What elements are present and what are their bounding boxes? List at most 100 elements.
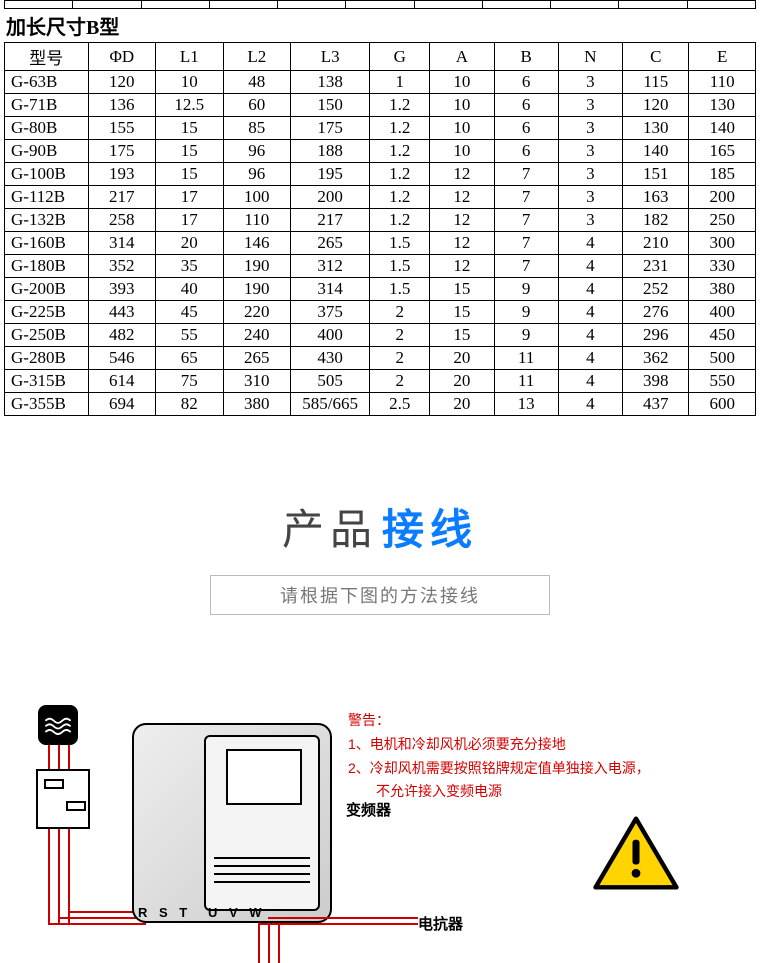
table-cell: G-90B	[5, 140, 89, 163]
table-cell: 190	[223, 278, 290, 301]
table-cell: 550	[689, 370, 756, 393]
table-cell: 1.2	[370, 117, 430, 140]
table-cell: 195	[291, 163, 370, 186]
table-cell: 585/665	[291, 393, 370, 416]
table-cell: 437	[623, 393, 689, 416]
table-row: G-160B314201462651.51274210300	[5, 232, 756, 255]
table-cell: 20	[156, 232, 223, 255]
warning-text: 警告： 1、电机和冷却风机必须要充分接地 2、冷却风机需要按照铭牌规定值单独接入…	[348, 709, 728, 804]
table-cell: 400	[689, 301, 756, 324]
table-cell: 3	[558, 163, 622, 186]
table-cell: G-200B	[5, 278, 89, 301]
warning-triangle-icon	[592, 815, 680, 891]
table-cell: 1.2	[370, 94, 430, 117]
table-cell: 4	[558, 301, 622, 324]
table-cell: 393	[88, 278, 155, 301]
col-header: L3	[291, 43, 370, 71]
wire	[68, 829, 70, 923]
table-cell: 12	[430, 186, 494, 209]
col-header: C	[623, 43, 689, 71]
table-cell: 12	[430, 255, 494, 278]
warning-line: 1、电机和冷却风机必须要充分接地	[348, 733, 728, 757]
table-cell: 138	[291, 71, 370, 94]
table-cell: 6	[494, 94, 558, 117]
warning-line: 2、冷却风机需要按照铭牌规定值单独接入电源，	[348, 757, 728, 781]
table-row: G-280B54665265430220114362500	[5, 347, 756, 370]
table-cell: 15	[430, 324, 494, 347]
col-header: B	[494, 43, 558, 71]
table-cell: 130	[623, 117, 689, 140]
wire	[48, 923, 146, 925]
table-cell: 314	[291, 278, 370, 301]
table-cell: G-100B	[5, 163, 89, 186]
warning-line: 不允许接入变频电源	[348, 780, 728, 804]
table-cell: 11	[494, 370, 558, 393]
table-cell: 140	[623, 140, 689, 163]
table-cell: 7	[494, 163, 558, 186]
table-cell: 231	[623, 255, 689, 278]
table-cell: 150	[291, 94, 370, 117]
table-cell: 48	[223, 71, 290, 94]
table-cell: 6	[494, 140, 558, 163]
table-row: G-63B120104813811063115110	[5, 71, 756, 94]
table-cell: 398	[623, 370, 689, 393]
col-header: 型号	[5, 43, 89, 71]
wire	[58, 829, 60, 923]
col-header: G	[370, 43, 430, 71]
table-cell: 2	[370, 301, 430, 324]
table-cell: 175	[291, 117, 370, 140]
table-cell: 220	[223, 301, 290, 324]
table-cell: 375	[291, 301, 370, 324]
table-cell: 115	[623, 71, 689, 94]
table-row: G-90B17515961881.21063140165	[5, 140, 756, 163]
table-cell: 9	[494, 301, 558, 324]
table-cell: 185	[689, 163, 756, 186]
table-cell: 40	[156, 278, 223, 301]
table-cell: 4	[558, 370, 622, 393]
table-cell: 182	[623, 209, 689, 232]
table-cell: 314	[88, 232, 155, 255]
table-cell: G-315B	[5, 370, 89, 393]
wire	[68, 745, 70, 769]
table-cell: 258	[88, 209, 155, 232]
table-cell: 240	[223, 324, 290, 347]
table-cell: G-80B	[5, 117, 89, 140]
table-cell: 193	[88, 163, 155, 186]
table-row: G-80B15515851751.21063130140	[5, 117, 756, 140]
table-row: G-132B258171102171.21273182250	[5, 209, 756, 232]
table-cell: 17	[156, 209, 223, 232]
table-cell: 500	[689, 347, 756, 370]
table-cell: 3	[558, 140, 622, 163]
heading-part-a: 产品	[282, 506, 378, 553]
table-cell: 165	[689, 140, 756, 163]
wire	[278, 923, 280, 963]
table-cell: 13	[494, 393, 558, 416]
table-cell: 20	[430, 393, 494, 416]
table-cell: 7	[494, 186, 558, 209]
reactor-label: 电抗器	[418, 913, 463, 934]
wiring-diagram: 变频器 R S T U V W 警告： 1、电机和冷却风机必须要充分接地 2、冷…	[0, 705, 760, 925]
table-cell: G-112B	[5, 186, 89, 209]
table-row: G-315B61475310505220114398550	[5, 370, 756, 393]
breaker-icon	[36, 769, 90, 829]
table-cell: 15	[156, 117, 223, 140]
table-cell: 17	[156, 186, 223, 209]
table-cell: 9	[494, 278, 558, 301]
table-cell: 9	[494, 324, 558, 347]
table-cell: 7	[494, 232, 558, 255]
table-cell: 3	[558, 94, 622, 117]
table-cell: G-355B	[5, 393, 89, 416]
table-cell: 82	[156, 393, 223, 416]
table-cell: 380	[689, 278, 756, 301]
table-cell: 4	[558, 232, 622, 255]
table-cell: 296	[623, 324, 689, 347]
table-cell: 2	[370, 324, 430, 347]
table-cell: 155	[88, 117, 155, 140]
table-cell: 1.5	[370, 255, 430, 278]
table-cell: 300	[689, 232, 756, 255]
table-cell: 600	[689, 393, 756, 416]
col-header: L1	[156, 43, 223, 71]
wire	[258, 923, 260, 963]
table-cell: 163	[623, 186, 689, 209]
table-cell: 11	[494, 347, 558, 370]
